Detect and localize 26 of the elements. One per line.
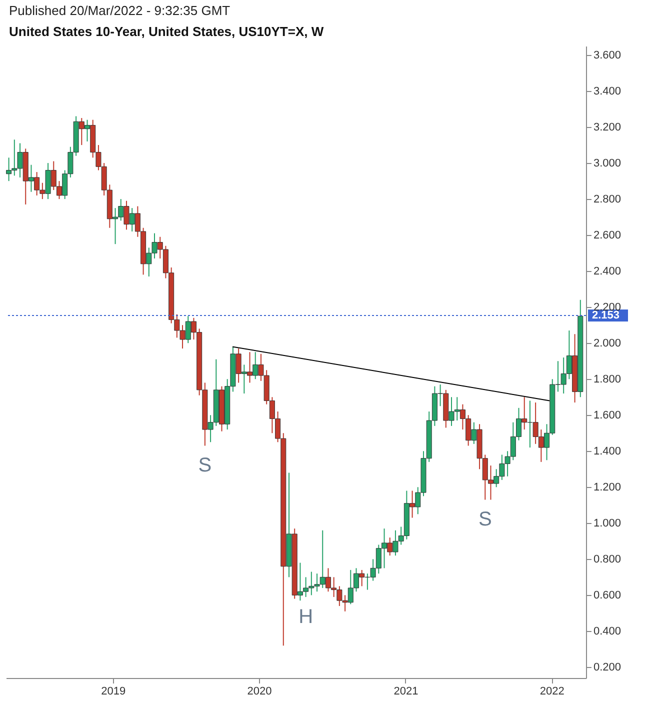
y-tick-label: 3.600 bbox=[594, 50, 622, 62]
y-tick-label: 0.400 bbox=[594, 626, 622, 638]
y-tick-label: 3.200 bbox=[594, 122, 622, 134]
chart-title: United States 10-Year, United States, US10YT=X, W bbox=[9, 24, 325, 41]
y-tick-label: 1.600 bbox=[594, 410, 622, 422]
y-tick-label: 0.600 bbox=[594, 590, 622, 602]
y-tick-label: 1.000 bbox=[594, 518, 622, 530]
y-tick-label: 1.400 bbox=[594, 446, 622, 458]
annotation: H bbox=[298, 606, 314, 628]
x-tick-label: 2021 bbox=[394, 686, 418, 698]
x-tick-label: 2019 bbox=[101, 686, 126, 698]
y-tick-label: 0.200 bbox=[594, 662, 622, 674]
y-tick-label: 3.400 bbox=[594, 86, 622, 98]
x-tick-label: 2022 bbox=[540, 686, 564, 698]
y-tick-label: 3.000 bbox=[594, 158, 622, 170]
y-tick-label: 0.800 bbox=[594, 554, 622, 566]
y-tick-label: 1.800 bbox=[594, 374, 622, 386]
y-tick-label: 2.800 bbox=[594, 194, 622, 206]
y-tick-label: 2.600 bbox=[594, 230, 622, 242]
y-tick-label: 1.200 bbox=[594, 482, 622, 494]
chart-subtitle: Published 20/Mar/2022 - 9:32:35 GMT bbox=[9, 3, 232, 20]
y-tick-label: 2.400 bbox=[594, 266, 622, 278]
annotation: S bbox=[478, 508, 492, 531]
annotation: S bbox=[198, 454, 212, 477]
y-tick-label: 2.000 bbox=[594, 338, 622, 350]
x-tick-label: 2020 bbox=[247, 686, 272, 698]
